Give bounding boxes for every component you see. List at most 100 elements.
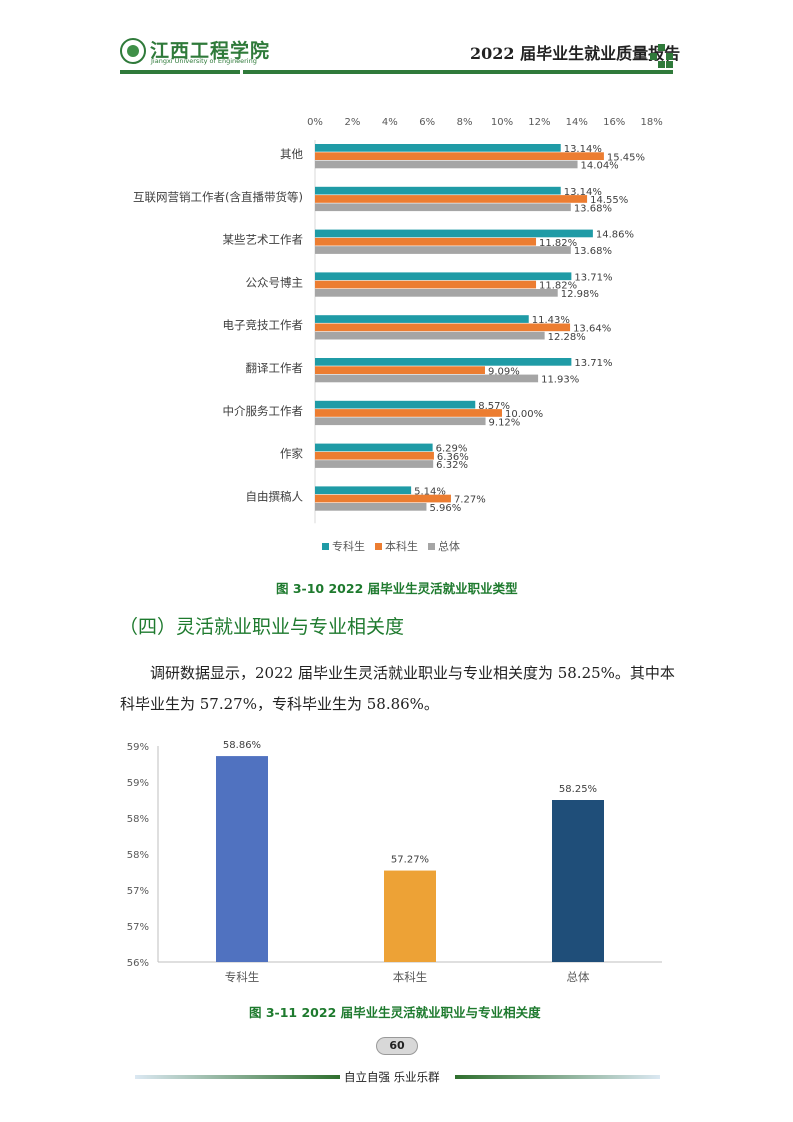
data-label: 13.64% [573, 324, 611, 335]
data-label: 58.86% [223, 740, 261, 751]
figure-caption-3-11: 图 3-11 2022 届毕业生灵活就业职业与专业相关度 [249, 1005, 541, 1020]
y-tick-label: 58% [127, 814, 149, 825]
bar-overall [315, 374, 539, 383]
header-squares-icon [650, 44, 674, 68]
data-label: 57.27% [391, 855, 429, 866]
header-rule-right [243, 70, 673, 74]
data-label: 11.82% [539, 281, 577, 292]
category-label: 翻译工作者 [246, 361, 304, 375]
data-label: 11.93% [541, 375, 579, 386]
bar-overall [315, 417, 486, 426]
page-number: 60 [376, 1037, 418, 1055]
bar-associate [315, 186, 561, 195]
category-label: 互联网营销工作者(含直播带货等) [133, 190, 303, 204]
bar-overall [552, 800, 604, 962]
data-label: 9.09% [488, 366, 520, 377]
x-tick-label: 6% [419, 117, 435, 128]
occupation-type-chart: 0% 2% 4% 6% 8% 10% 12% 14% 16% 18%其他 13.14%15.45%1… [133, 117, 663, 553]
category-label: 作家 [280, 447, 303, 461]
category-label: 中介服务工作者 [223, 404, 304, 418]
category-label: 总体 [567, 970, 590, 984]
data-label: 6.32% [436, 460, 468, 471]
bar-associate [315, 358, 572, 366]
data-label: 13.68% [574, 246, 612, 257]
school-logo-emblem [120, 38, 146, 64]
bar-overall [315, 289, 558, 297]
y-tick-label: 59% [127, 742, 149, 753]
data-label: 58.25% [559, 784, 597, 795]
x-tick-label: 14% [566, 117, 588, 128]
data-label: 6.36% [437, 452, 469, 463]
y-tick-label: 56% [127, 958, 149, 969]
bar-undergraduate [315, 409, 502, 417]
data-label: 13.71% [574, 358, 612, 369]
bar-associate [315, 315, 529, 323]
x-tick-label: 4% [382, 117, 398, 128]
bar-undergraduate [384, 870, 436, 962]
x-tick-label: 8% [457, 117, 473, 128]
bar-undergraduate [315, 366, 485, 374]
category-label: 公众号博主 [246, 275, 304, 289]
data-label: 13.71% [574, 272, 612, 283]
data-label: 13.14% [564, 144, 602, 155]
data-label: 14.86% [596, 230, 634, 241]
data-label: 5.96% [429, 503, 461, 514]
legend-label: 专科生 [332, 539, 365, 553]
footer-rule-left [135, 1075, 340, 1079]
x-tick-label: 12% [528, 117, 550, 128]
category-label: 某些艺术工作者 [223, 233, 304, 247]
bar-associate [315, 400, 476, 409]
legend-label: 总体 [438, 539, 460, 553]
bar-undergraduate [315, 323, 571, 332]
data-label: 5.14% [414, 486, 446, 497]
data-label: 13.68% [574, 203, 612, 214]
footer-rule-right [455, 1075, 660, 1079]
bar-associate [315, 229, 593, 238]
data-label: 8.57% [478, 401, 510, 412]
school-logo-english: Jiangxi University of Engineering [151, 57, 257, 65]
data-label: 13.14% [564, 187, 602, 198]
bar-associate [315, 443, 433, 452]
header-rule-left [120, 70, 240, 74]
bar-undergraduate [315, 494, 451, 503]
y-tick-label: 58% [127, 850, 149, 861]
y-tick-label: 57% [127, 922, 149, 933]
x-tick-label: 16% [603, 117, 625, 128]
category-label: 自由撰稿人 [246, 489, 304, 503]
y-tick-label: 57% [127, 886, 149, 897]
relevance-chart: 56% 57% 57% 58% 58% 59% 59% 58.86% 专科生 57.27% 本科生 5… [127, 740, 662, 984]
bar-undergraduate [315, 280, 537, 289]
x-tick-label: 2% [344, 117, 360, 128]
data-label: 11.82% [539, 238, 577, 249]
body-paragraph: 调研数据显示，2022 届毕业生灵活就业职业与专业相关度为 58.25%。其中本… [120, 664, 675, 713]
bar-overall [315, 460, 434, 468]
bar-associate [315, 272, 572, 281]
bar-overall [315, 331, 545, 340]
category-label: 专科生 [225, 970, 260, 984]
footer-motto: 自立自强 乐业乐群 [344, 1070, 440, 1084]
data-label: 7.27% [454, 495, 486, 506]
report-title: 2022 届毕业生就业质量报告 [470, 44, 681, 63]
legend-swatch [428, 543, 435, 550]
legend-swatch [322, 543, 329, 550]
data-label: 14.04% [581, 161, 619, 172]
category-label: 本科生 [393, 970, 428, 984]
bar-associate [315, 144, 561, 152]
data-label: 11.43% [532, 315, 570, 326]
data-label: 14.55% [590, 195, 628, 206]
figure-caption-3-10: 图 3-10 2022 届毕业生灵活就业职业类型 [276, 581, 518, 596]
data-label: 12.98% [561, 289, 599, 300]
legend-swatch [375, 543, 382, 550]
data-label: 6.29% [436, 444, 468, 455]
data-label: 10.00% [505, 409, 543, 420]
category-label: 电子竞技工作者 [223, 318, 304, 332]
y-tick-label: 59% [127, 778, 149, 789]
bar-associate [315, 486, 412, 495]
bar-overall [315, 503, 427, 511]
legend-label: 本科生 [385, 539, 418, 553]
data-label: 12.28% [548, 332, 586, 343]
bar-overall [315, 160, 578, 169]
bar-undergraduate [315, 237, 537, 246]
bar-undergraduate [315, 152, 604, 160]
category-label: 其他 [280, 147, 303, 161]
